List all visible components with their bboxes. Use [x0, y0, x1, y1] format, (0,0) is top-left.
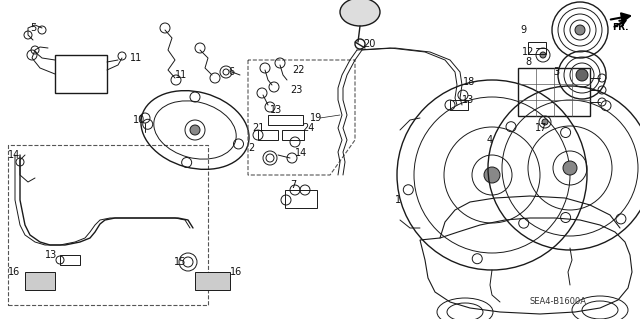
Text: 7: 7: [290, 180, 296, 190]
Text: 22: 22: [292, 65, 305, 75]
Text: 6: 6: [228, 67, 234, 77]
Text: 12: 12: [522, 47, 534, 57]
Text: 4: 4: [487, 135, 493, 145]
Text: SEA4-B1600A: SEA4-B1600A: [530, 298, 587, 307]
Text: FR.: FR.: [612, 24, 628, 33]
Circle shape: [540, 52, 546, 58]
Bar: [8, 145, 208, 305]
Circle shape: [563, 161, 577, 175]
Text: 19: 19: [310, 113, 323, 123]
Text: 13: 13: [462, 95, 474, 105]
Text: 18: 18: [463, 77, 476, 87]
Text: 13: 13: [270, 105, 282, 115]
Ellipse shape: [340, 0, 380, 26]
Bar: [60, 255, 80, 265]
Text: 23: 23: [290, 85, 302, 95]
Text: 24: 24: [302, 123, 314, 133]
Text: 15: 15: [174, 257, 186, 267]
Bar: [282, 130, 304, 140]
Bar: [528, 42, 546, 54]
Bar: [195, 272, 230, 290]
Text: 16: 16: [230, 267, 243, 277]
Text: 9: 9: [520, 25, 526, 35]
Text: 11: 11: [130, 53, 142, 63]
Text: 1: 1: [395, 195, 401, 205]
Text: 14: 14: [295, 148, 307, 158]
Text: 13: 13: [45, 250, 57, 260]
Bar: [450, 100, 468, 110]
Bar: [25, 272, 55, 290]
Text: 11: 11: [175, 70, 188, 80]
Bar: [268, 115, 303, 125]
Text: 3: 3: [553, 67, 559, 77]
Bar: [55, 55, 107, 93]
Text: 21: 21: [252, 123, 264, 133]
Bar: [518, 68, 590, 116]
Circle shape: [542, 119, 548, 125]
Text: 2: 2: [248, 143, 254, 153]
Text: 5: 5: [30, 23, 36, 33]
Circle shape: [190, 125, 200, 135]
Text: 14: 14: [8, 150, 20, 160]
Text: 16: 16: [8, 267, 20, 277]
Circle shape: [484, 167, 500, 183]
Circle shape: [575, 25, 585, 35]
Bar: [285, 190, 317, 208]
Bar: [258, 130, 278, 140]
Text: 17: 17: [535, 123, 547, 133]
Text: 8: 8: [525, 57, 531, 67]
Text: 10: 10: [133, 115, 145, 125]
Circle shape: [576, 69, 588, 81]
Text: 20: 20: [363, 39, 376, 49]
